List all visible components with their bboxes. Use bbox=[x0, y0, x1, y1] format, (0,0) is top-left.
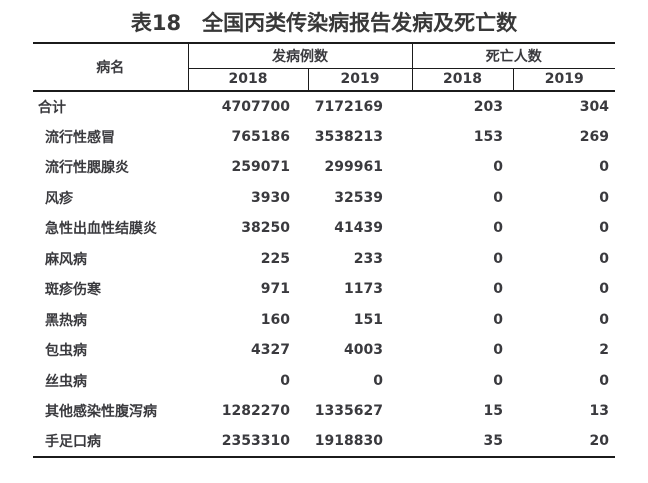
table-row: 手足口病 2353310 1918830 35 20 bbox=[33, 427, 615, 458]
table-row: 丝虫病 0 0 0 0 bbox=[33, 366, 615, 397]
cases-2018-value: 971 bbox=[260, 281, 290, 298]
disease-name: 包虫病 bbox=[45, 343, 87, 360]
deaths-2019-value: 0 bbox=[599, 372, 609, 389]
deaths-2018-value: 0 bbox=[493, 342, 503, 359]
group-header-row: 病名 发病例数 死亡人数 bbox=[33, 43, 615, 92]
disease-name: 合计 bbox=[38, 99, 66, 116]
cases-2018-value: 38250 bbox=[241, 220, 290, 237]
table-row: 包虫病 4327 4003 0 2 bbox=[33, 335, 615, 366]
disease-name: 丝虫病 bbox=[45, 373, 87, 390]
deaths-2018-value: 153 bbox=[473, 128, 503, 145]
cases-2019-value: 1335627 bbox=[314, 403, 383, 420]
deaths-2018-value: 35 bbox=[483, 433, 503, 450]
cases-2018-value: 259071 bbox=[231, 159, 290, 176]
disease-name: 斑疹伤寒 bbox=[45, 282, 101, 299]
table-row: 急性出血性结膜炎 38250 41439 0 0 bbox=[33, 213, 615, 244]
cases-2019-value: 299961 bbox=[324, 159, 383, 176]
deaths-2018-value: 203 bbox=[473, 98, 503, 115]
table-title: 表18 全国丙类传染病报告发病及死亡数 bbox=[130, 11, 518, 35]
disease-name: 麻风病 bbox=[45, 251, 87, 268]
deaths-2018-value: 0 bbox=[493, 189, 503, 206]
cases-2019-value: 3538213 bbox=[314, 128, 383, 145]
table-row: 斑疹伤寒 971 1173 0 0 bbox=[33, 274, 615, 305]
cases-2018-value: 1282270 bbox=[221, 403, 290, 420]
disease-name: 其他感染性腹泻病 bbox=[45, 404, 157, 421]
table-row: 黑热病 160 151 0 0 bbox=[33, 305, 615, 336]
cases-2019-value: 151 bbox=[353, 311, 383, 328]
cases-2018-value: 4327 bbox=[251, 342, 290, 359]
cases-2018-value: 4707700 bbox=[221, 98, 290, 115]
cases-2019-value: 4003 bbox=[344, 342, 383, 359]
deaths-2019-value: 0 bbox=[599, 159, 609, 176]
deaths-2018-value: 0 bbox=[493, 311, 503, 328]
deaths-2018-value: 0 bbox=[493, 372, 503, 389]
header-deaths-2019: 2019 bbox=[513, 68, 615, 92]
cases-2018-value: 225 bbox=[260, 250, 290, 267]
cases-2018-value: 160 bbox=[260, 311, 290, 328]
deaths-2019-value: 0 bbox=[599, 220, 609, 237]
cases-2019-value: 41439 bbox=[334, 220, 383, 237]
deaths-2019-value: 0 bbox=[599, 189, 609, 206]
disease-name: 流行性感冒 bbox=[45, 129, 115, 146]
class-c-disease-table: 病名 发病例数 死亡人数 2018 2019 2018 2019 合计 4707… bbox=[33, 42, 615, 458]
deaths-2018-value: 0 bbox=[493, 220, 503, 237]
deaths-2019-value: 13 bbox=[589, 403, 609, 420]
table-row: 风疹 3930 32539 0 0 bbox=[33, 183, 615, 214]
cases-2019-value: 233 bbox=[353, 250, 383, 267]
disease-name: 急性出血性结膜炎 bbox=[45, 221, 157, 238]
header-disease-name: 病名 bbox=[33, 43, 189, 92]
deaths-2018-value: 0 bbox=[493, 250, 503, 267]
disease-name: 黑热病 bbox=[45, 312, 87, 329]
deaths-2019-value: 304 bbox=[579, 98, 609, 115]
cases-2018-value: 0 bbox=[280, 372, 290, 389]
header-deaths-2018: 2018 bbox=[412, 68, 514, 92]
table-body: 合计 4707700 7172169 203 304 流行性感冒 765186 … bbox=[33, 91, 615, 457]
cases-2019-value: 1173 bbox=[344, 281, 383, 298]
disease-name: 流行性腮腺炎 bbox=[45, 160, 129, 177]
table-row: 流行性腮腺炎 259071 299961 0 0 bbox=[33, 152, 615, 183]
table-row: 其他感染性腹泻病 1282270 1335627 15 13 bbox=[33, 396, 615, 427]
cases-2019-value: 32539 bbox=[334, 189, 383, 206]
table-row-total: 合计 4707700 7172169 203 304 bbox=[33, 91, 615, 122]
deaths-2019-value: 20 bbox=[589, 433, 609, 450]
cases-2018-value: 3930 bbox=[251, 189, 290, 206]
deaths-2018-value: 0 bbox=[493, 281, 503, 298]
deaths-2019-value: 269 bbox=[579, 128, 609, 145]
table-row: 麻风病 225 233 0 0 bbox=[33, 244, 615, 275]
year-header-row: 2018 2019 2018 2019 bbox=[33, 68, 615, 92]
cases-2018-value: 2353310 bbox=[221, 433, 290, 450]
deaths-2019-value: 2 bbox=[599, 342, 609, 359]
cases-2019-value: 1918830 bbox=[314, 433, 383, 450]
cases-2018-value: 765186 bbox=[231, 128, 290, 145]
table-row: 流行性感冒 765186 3538213 153 269 bbox=[33, 122, 615, 153]
header-cases-2019: 2019 bbox=[308, 68, 413, 92]
header-cases-group: 发病例数 bbox=[188, 43, 413, 69]
disease-name: 手足口病 bbox=[45, 434, 101, 451]
deaths-2019-value: 0 bbox=[599, 311, 609, 328]
cases-2019-value: 7172169 bbox=[314, 98, 383, 115]
deaths-2019-value: 0 bbox=[599, 250, 609, 267]
deaths-2018-value: 0 bbox=[493, 159, 503, 176]
cases-2019-value: 0 bbox=[373, 372, 383, 389]
deaths-2019-value: 0 bbox=[599, 281, 609, 298]
header-cases-2018: 2018 bbox=[188, 68, 309, 92]
deaths-2018-value: 15 bbox=[483, 403, 503, 420]
disease-name: 风疹 bbox=[45, 190, 73, 207]
header-deaths-group: 死亡人数 bbox=[412, 43, 615, 69]
table-header: 病名 发病例数 死亡人数 2018 2019 2018 2019 bbox=[33, 43, 615, 92]
